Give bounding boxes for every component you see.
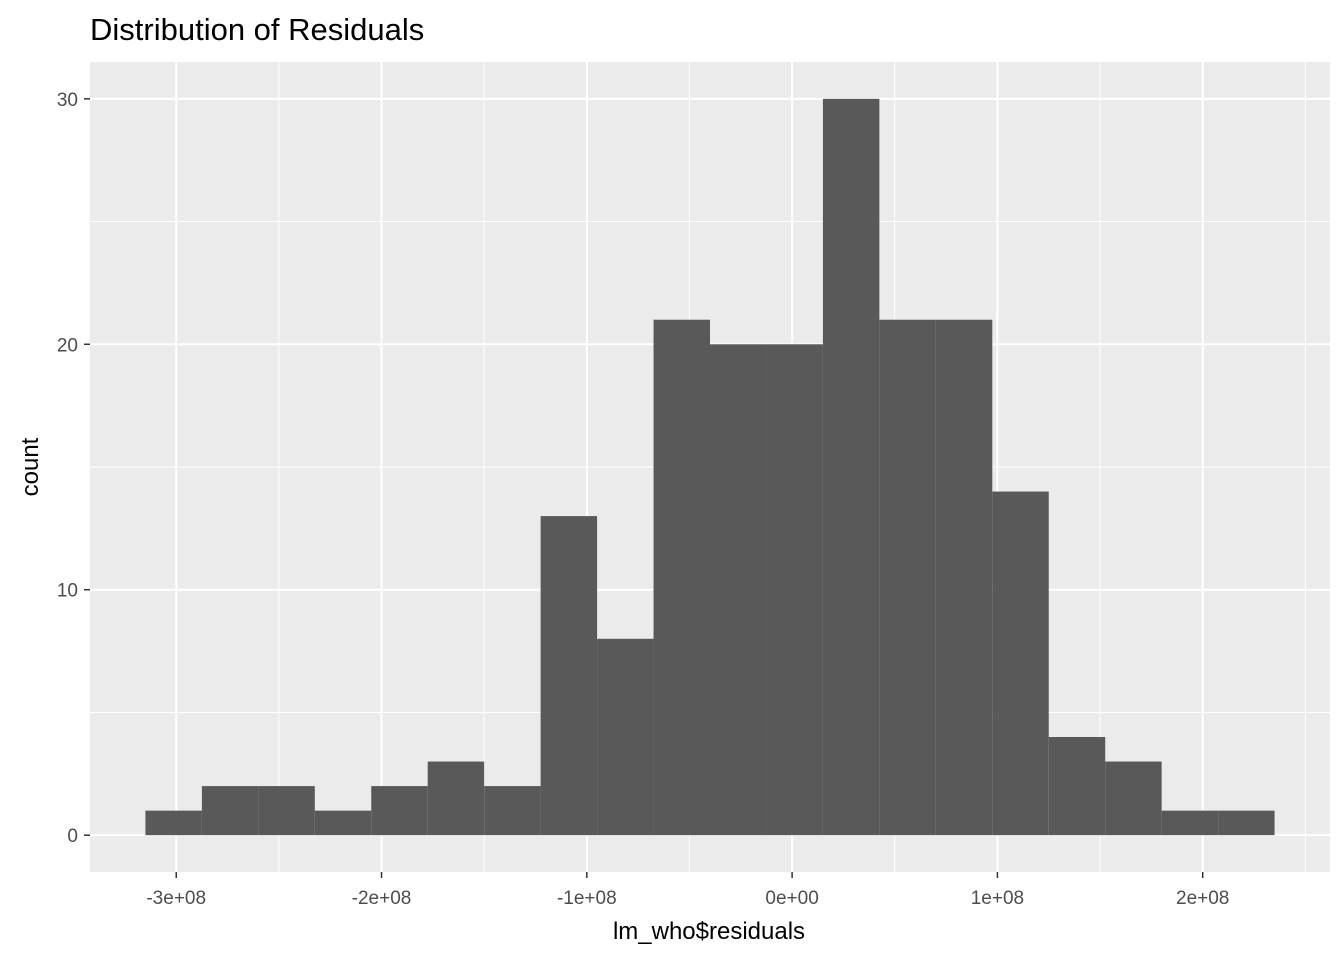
histogram-bar bbox=[879, 319, 936, 836]
y-axis: 0 10 20 30 bbox=[57, 90, 90, 847]
major-gridlines bbox=[90, 62, 1330, 872]
x-axis: -3e+08 -2e+08 -1e+08 0e+00 1e+08 2e+08 bbox=[146, 872, 1229, 909]
histogram-bar bbox=[1218, 810, 1275, 836]
y-tick-label: 20 bbox=[57, 335, 78, 356]
histogram-bar bbox=[371, 786, 428, 836]
y-tick-label: 0 bbox=[67, 826, 78, 847]
x-tick-label: 2e+08 bbox=[1176, 888, 1229, 909]
histogram-bars bbox=[145, 98, 1275, 836]
histogram-bar bbox=[540, 516, 598, 836]
chart-title: Distribution of Residuals bbox=[90, 12, 424, 47]
histogram-bar bbox=[201, 786, 259, 836]
x-tick-label: -1e+08 bbox=[557, 888, 617, 909]
histogram-bar bbox=[766, 344, 823, 836]
histogram-bar bbox=[145, 810, 202, 836]
x-tick-label: -3e+08 bbox=[146, 888, 206, 909]
histogram-bar bbox=[597, 638, 654, 836]
histogram-bar bbox=[822, 98, 880, 836]
histogram-bar bbox=[710, 344, 767, 836]
histogram-bar bbox=[427, 761, 485, 836]
y-axis-title: count bbox=[17, 437, 44, 496]
histogram-bar bbox=[484, 786, 541, 836]
histogram-bar bbox=[653, 319, 710, 836]
x-tick-label: 1e+08 bbox=[971, 888, 1024, 909]
x-tick-label: 0e+00 bbox=[765, 888, 818, 909]
histogram-bar bbox=[1048, 737, 1106, 836]
y-tick-label: 30 bbox=[57, 90, 78, 111]
x-axis-title: lm_who$residuals bbox=[613, 918, 805, 945]
histogram-bar bbox=[314, 810, 372, 836]
histogram-bar bbox=[1161, 810, 1219, 836]
histogram-bar bbox=[258, 786, 315, 836]
x-tick-label: -2e+08 bbox=[352, 888, 412, 909]
histogram-bar bbox=[935, 319, 993, 836]
histogram-bar bbox=[992, 491, 1049, 836]
histogram-bar bbox=[1105, 761, 1162, 836]
y-tick-label: 10 bbox=[57, 581, 78, 602]
